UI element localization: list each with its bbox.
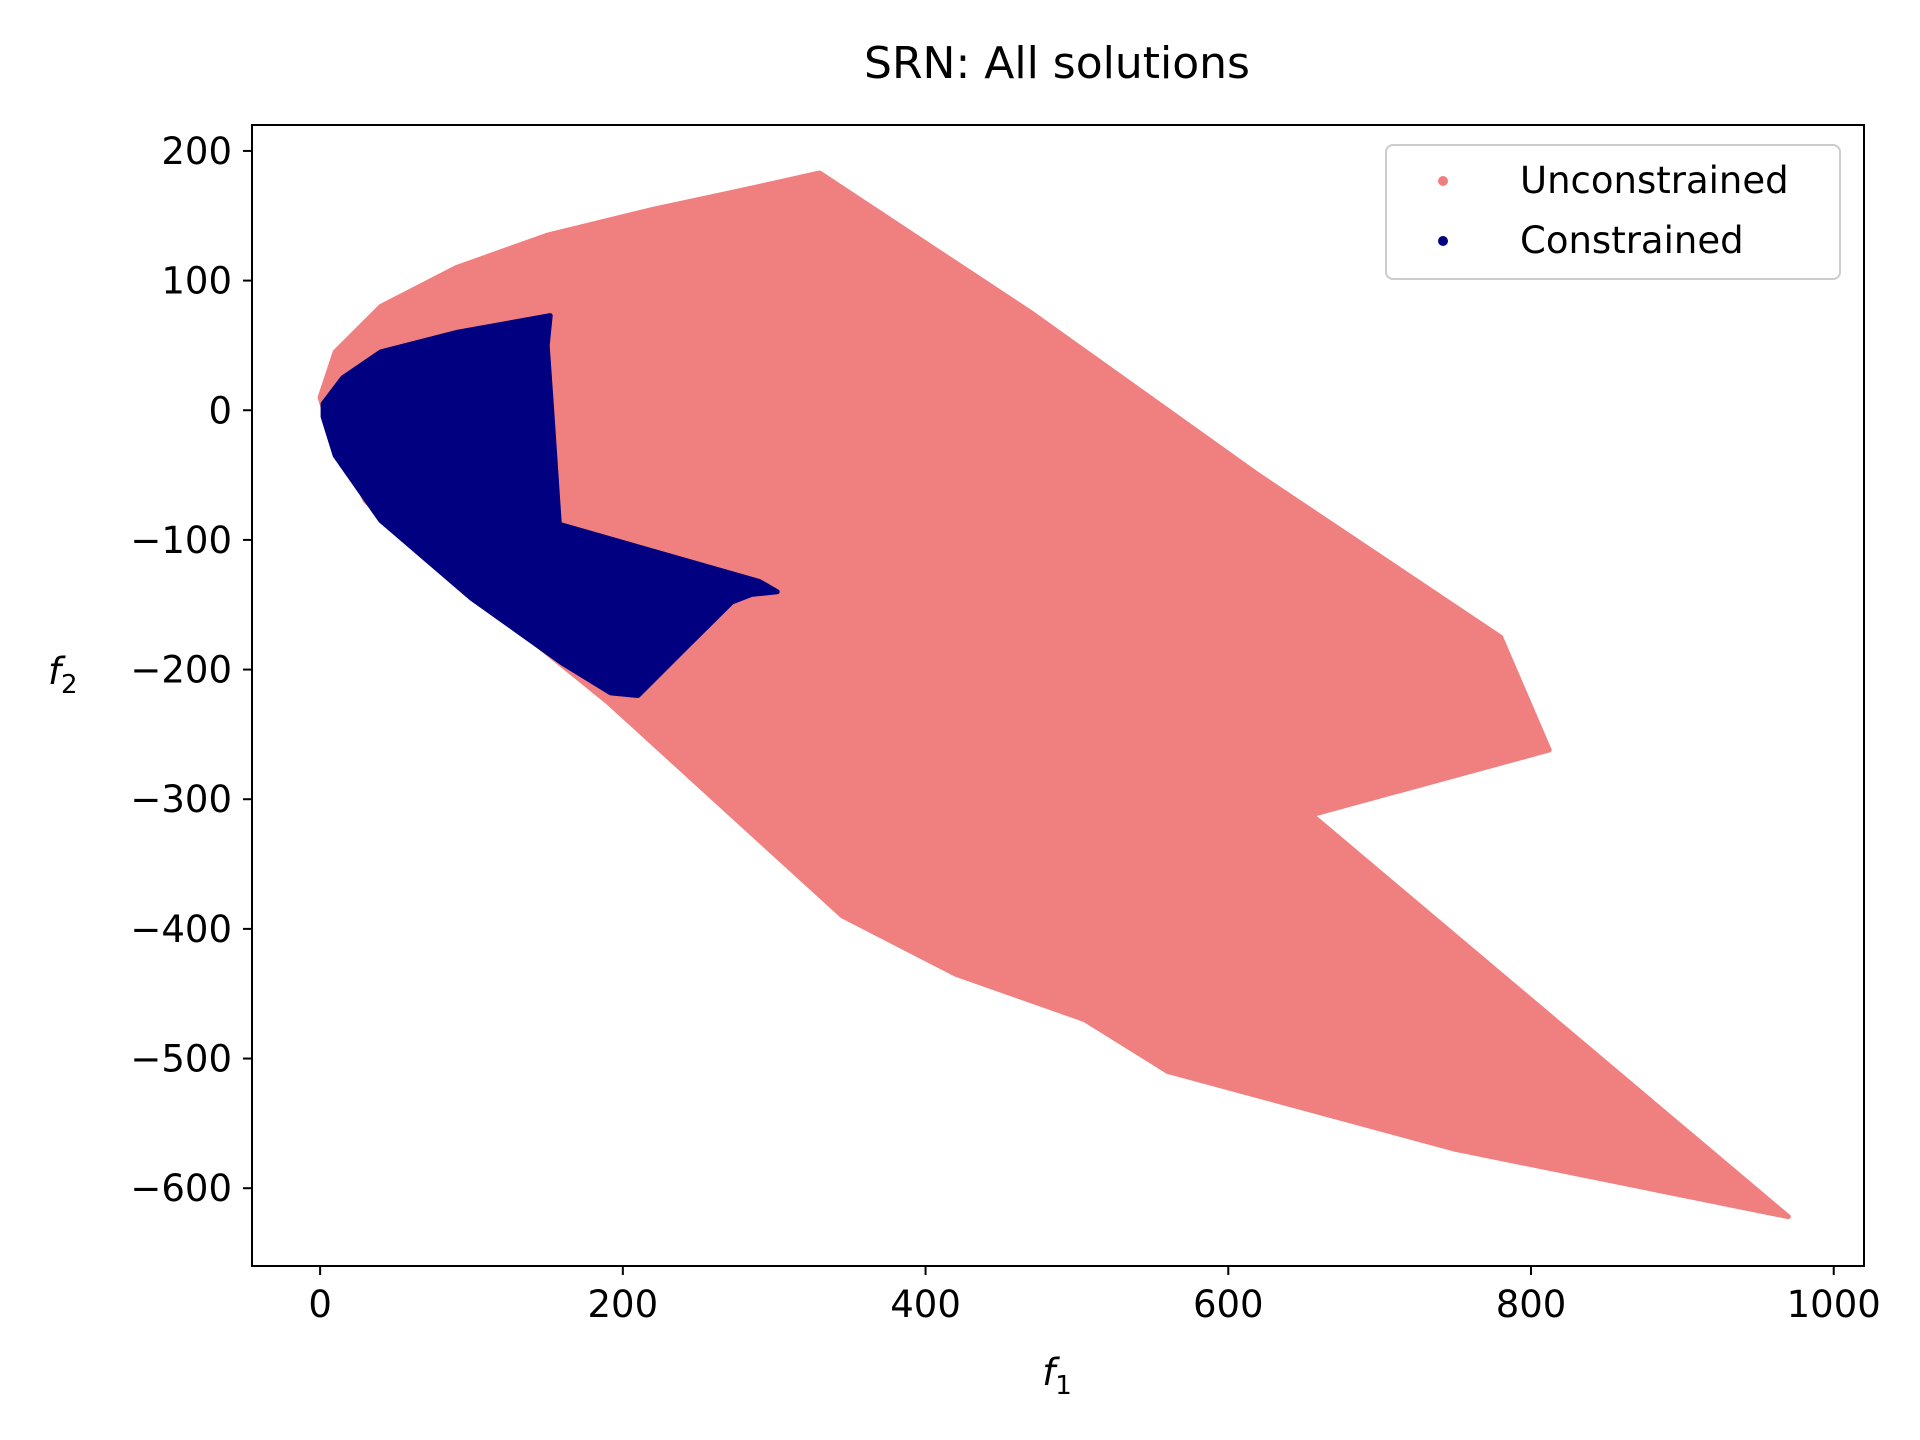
y-tick-label: −300 (130, 778, 232, 821)
x-axis: 0 200 400 600 800 1000 (308, 1266, 1881, 1326)
y-tick-label: −200 (130, 649, 232, 692)
y-axis-label-subscript: 2 (61, 670, 78, 700)
x-tick-label: 200 (588, 1283, 659, 1326)
legend-label-constrained: Constrained (1520, 219, 1744, 262)
x-axis-label-subscript: 1 (1055, 1371, 1072, 1401)
x-tick-label: 600 (1193, 1283, 1264, 1326)
y-tick-label: 0 (208, 389, 232, 432)
x-tick-label: 1000 (1787, 1283, 1881, 1326)
y-tick-label: 200 (161, 130, 232, 173)
series-region-constrained (320, 313, 780, 698)
legend: Unconstrained Constrained (1385, 144, 1841, 280)
plot-area (317, 170, 1791, 1220)
legend-marker-constrained (1438, 236, 1448, 246)
series-region-unconstrained (317, 170, 1791, 1220)
legend-box (1385, 144, 1841, 280)
y-tick-label: −400 (130, 908, 232, 951)
y-tick-label: −500 (130, 1038, 232, 1081)
x-tick-label: 800 (1496, 1283, 1567, 1326)
y-tick-label: −100 (130, 519, 232, 562)
x-tick-label: 400 (890, 1283, 961, 1326)
y-tick-label: 100 (161, 260, 232, 303)
legend-label-unconstrained: Unconstrained (1520, 159, 1789, 202)
axes-frame (251, 124, 1865, 1267)
x-axis-label: f1 (1042, 1351, 1072, 1401)
x-tick-label: 0 (308, 1283, 332, 1326)
chart-title: SRN: All solutions (864, 38, 1250, 89)
legend-marker-unconstrained (1438, 176, 1448, 186)
y-axis-label: f2 (48, 650, 78, 700)
y-axis: 200 100 0 −100 −200 −300 −400 −500 −600 (130, 130, 252, 1210)
y-tick-label: −600 (130, 1167, 232, 1210)
